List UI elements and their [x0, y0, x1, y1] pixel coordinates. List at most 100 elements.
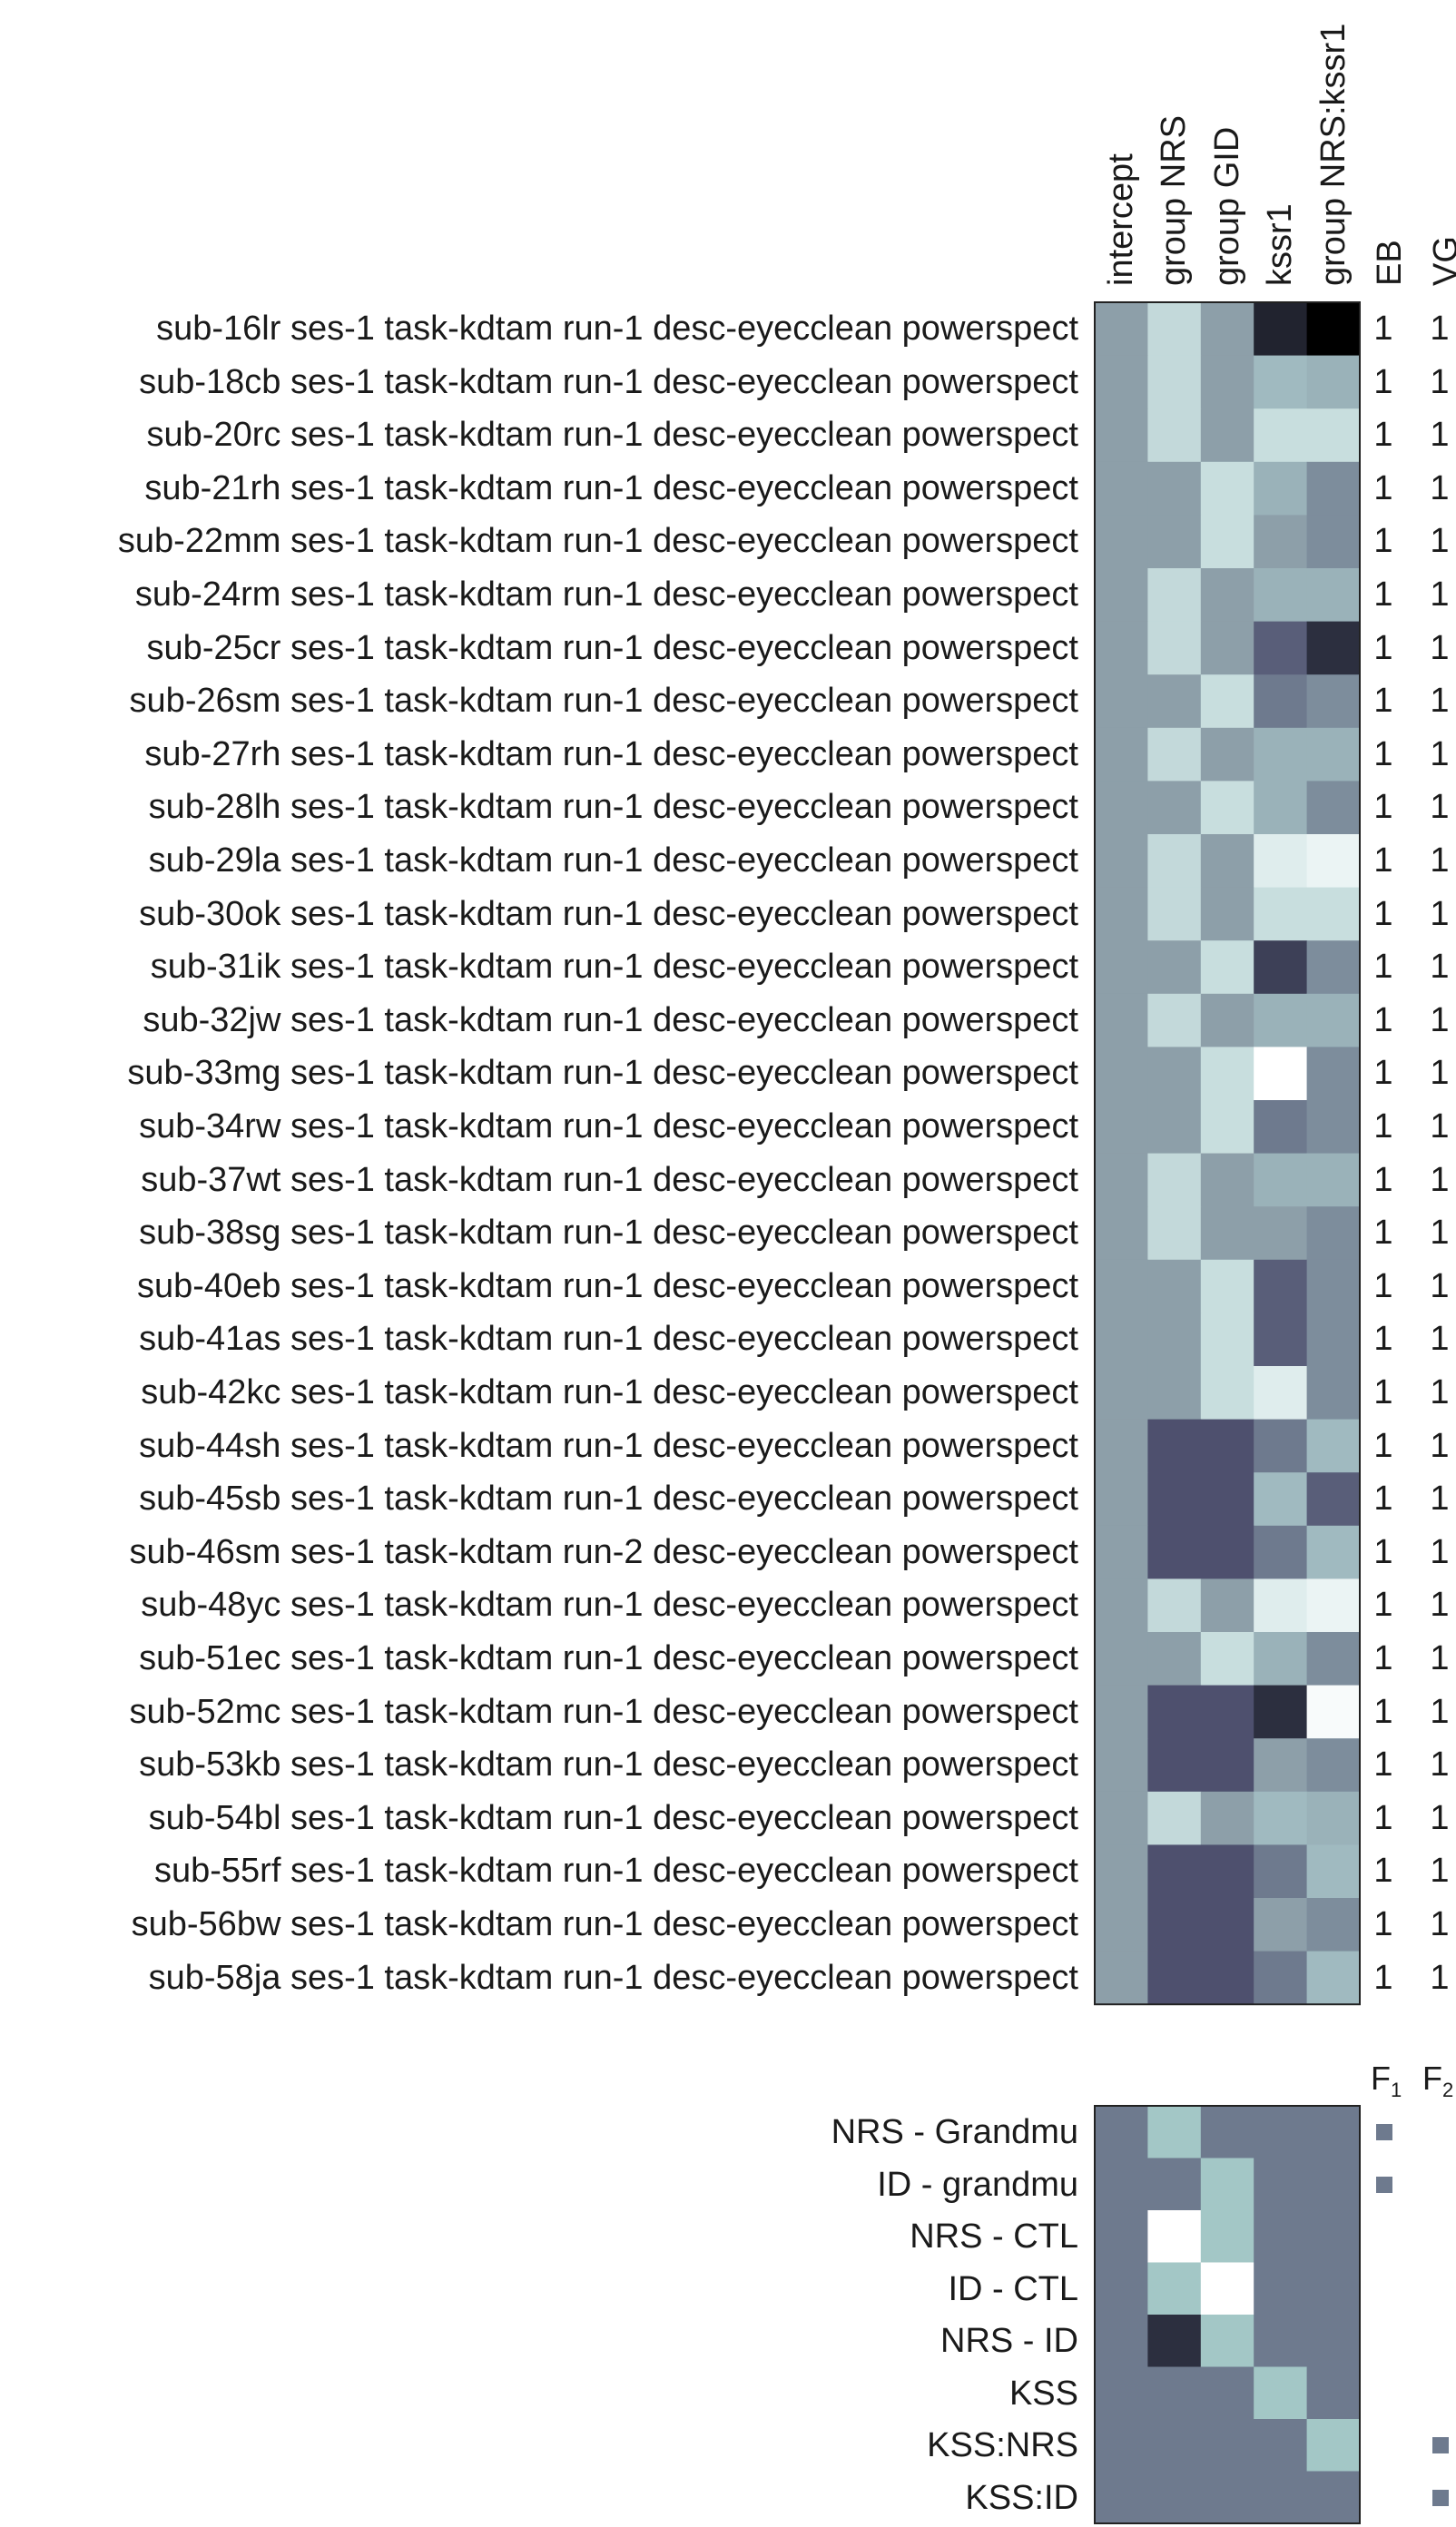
contrast-row-label: NRS - Grandmu [831, 2113, 1078, 2151]
design-cell [1254, 940, 1308, 995]
design-cell [1306, 1898, 1361, 1952]
design-cell [1254, 1951, 1308, 2005]
design-cell [1147, 1419, 1202, 1473]
design-cell [1147, 1844, 1202, 1899]
design-row-label: sub-56bw ses-1 task-kdtam run-1 desc-eye… [131, 1905, 1078, 1943]
design-cell [1095, 621, 1148, 675]
design-cell [1254, 1791, 1308, 1845]
design-cell [1095, 834, 1148, 889]
eb-flag: 1 [1373, 734, 1393, 773]
eb-flag: 1 [1373, 1320, 1393, 1359]
design-cell [1147, 1632, 1202, 1686]
contrast-cell [1306, 2210, 1361, 2264]
design-cell [1200, 887, 1254, 941]
design-cell [1200, 515, 1254, 569]
design-cell [1095, 1366, 1148, 1421]
design-cell [1200, 1206, 1254, 1261]
vg-flag: 1 [1430, 1586, 1450, 1625]
contrast-cell [1200, 2366, 1254, 2420]
vg-flag: 1 [1430, 1320, 1450, 1359]
design-cell [1147, 674, 1202, 729]
contrast-row-label: NRS - CTL [910, 2217, 1078, 2256]
design-cell [1306, 1366, 1361, 1421]
design-cell [1095, 1472, 1148, 1527]
design-cell [1306, 1738, 1361, 1793]
design-cell [1254, 993, 1308, 1047]
design-row-label: sub-16lr ses-1 task-kdtam run-1 desc-eye… [156, 310, 1078, 348]
design-cell [1200, 1047, 1254, 1101]
contrast-cell [1095, 2419, 1148, 2473]
contrast-row-label: ID - grandmu [877, 2165, 1078, 2204]
eb-flag: 1 [1373, 1160, 1393, 1199]
contrast-cell [1200, 2471, 1254, 2524]
design-cell [1306, 1047, 1361, 1101]
eb-flag: 1 [1373, 841, 1393, 880]
design-row-label: sub-52mc ses-1 task-kdtam run-1 desc-eye… [129, 1692, 1078, 1731]
design-cell [1147, 834, 1202, 889]
design-cell [1200, 302, 1254, 357]
design-cell [1200, 781, 1254, 835]
design-cell [1306, 993, 1361, 1047]
vg-flag: 1 [1430, 1480, 1450, 1519]
contrast-cell [1095, 2366, 1148, 2420]
vg-flag: 1 [1430, 788, 1450, 827]
contrast-row-label: KSS [1008, 2374, 1078, 2413]
design-cell [1306, 1259, 1361, 1313]
design-cell [1254, 727, 1308, 782]
design-cell [1254, 355, 1308, 409]
f1-marker [1376, 2176, 1392, 2193]
design-cell [1147, 1100, 1202, 1155]
design-cell [1254, 887, 1308, 941]
design-row-label: sub-55rf ses-1 task-kdtam run-1 desc-eye… [153, 1852, 1078, 1891]
design-cell [1095, 568, 1148, 623]
design-row-label: sub-38sg ses-1 task-kdtam run-1 desc-eye… [139, 1214, 1078, 1253]
contrast-cell [1254, 2315, 1308, 2368]
design-cell [1147, 1153, 1202, 1207]
eb-flag: 1 [1373, 1214, 1393, 1253]
column-header-3: kssr1 [1261, 203, 1300, 286]
design-cell [1200, 461, 1254, 516]
design-row-label: sub-37wt ses-1 task-kdtam run-1 desc-eye… [141, 1160, 1078, 1199]
design-cell [1306, 408, 1361, 463]
vg-flag: 1 [1430, 1373, 1450, 1411]
design-cell [1254, 1578, 1308, 1633]
design-row-label: sub-40eb ses-1 task-kdtam run-1 desc-eye… [136, 1266, 1078, 1305]
design-row-label: sub-22mm ses-1 task-kdtam run-1 desc-eye… [117, 522, 1078, 561]
f-header-subscript: 2 [1442, 2079, 1454, 2102]
design-cell [1200, 993, 1254, 1047]
design-cell [1095, 1047, 1148, 1101]
design-cell [1095, 1313, 1148, 1367]
design-cell [1306, 1313, 1361, 1367]
design-cell [1254, 1206, 1308, 1261]
design-row-label: sub-33mg ses-1 task-kdtam run-1 desc-eye… [127, 1054, 1078, 1093]
design-row-label: sub-45sb ses-1 task-kdtam run-1 desc-eye… [139, 1480, 1078, 1519]
design-cell [1147, 568, 1202, 623]
design-cell [1095, 993, 1148, 1047]
contrast-cell [1200, 2158, 1254, 2211]
vg-flag: 1 [1430, 841, 1450, 880]
design-cell [1200, 1472, 1254, 1527]
design-cell [1306, 1100, 1361, 1155]
design-cell [1306, 1419, 1361, 1473]
design-cell [1095, 1738, 1148, 1793]
design-cell [1147, 1206, 1202, 1261]
vg-flag: 1 [1430, 310, 1450, 348]
eb-flag: 1 [1373, 788, 1393, 827]
contrast-cell [1254, 2366, 1308, 2420]
eb-flag: 1 [1373, 1852, 1393, 1891]
vg-flag: 1 [1430, 682, 1450, 721]
design-row-label: sub-20rc ses-1 task-kdtam run-1 desc-eye… [146, 416, 1078, 455]
design-cell [1200, 1153, 1254, 1207]
design-cell [1147, 1313, 1202, 1367]
design-matrix-border [1094, 301, 1361, 2006]
design-cell [1306, 1153, 1361, 1207]
contrast-cell [1254, 2262, 1308, 2316]
design-cell [1147, 993, 1202, 1047]
design-cell [1147, 355, 1202, 409]
contrast-cell [1147, 2471, 1202, 2524]
design-cell [1306, 1472, 1361, 1527]
contrast-cell [1254, 2471, 1308, 2524]
design-cell [1254, 1898, 1308, 1952]
